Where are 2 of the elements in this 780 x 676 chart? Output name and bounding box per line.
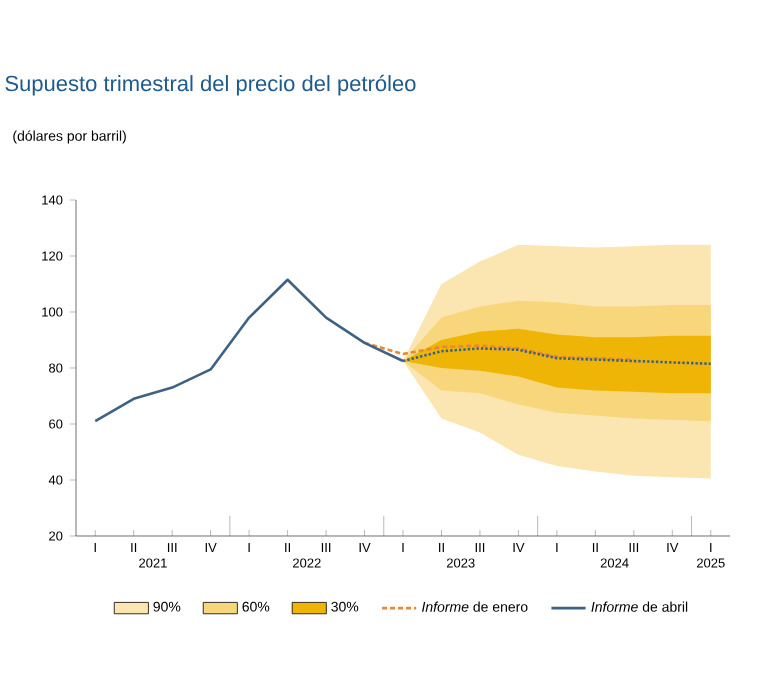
line-series [363, 341, 636, 361]
chart-title: Supuesto trimestral del precio del petróleo [5, 74, 416, 96]
